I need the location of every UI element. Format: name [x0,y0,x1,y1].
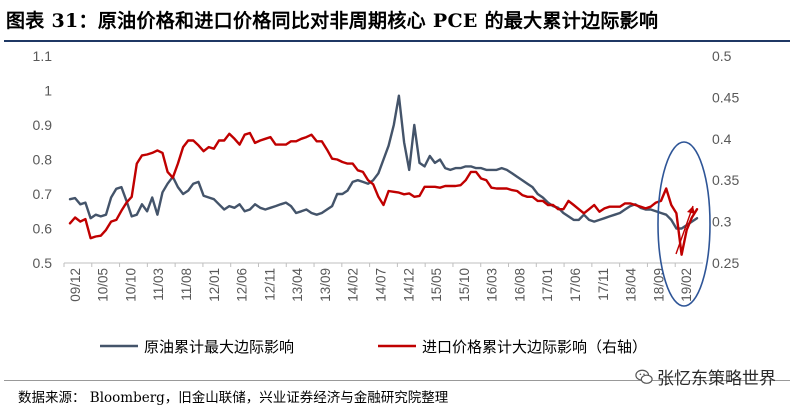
y-right-tick-label: 0.4 [712,131,732,147]
y-right-tick-label: 0.45 [712,89,739,105]
x-tick-label: 18/04 [624,268,639,302]
x-tick-label: 09/12 [68,268,83,302]
chart-canvas: 0.5 0.6 0.7 0.8 0.9 1 1.1 0.25 0.3 0.35 0.4 0.45 0.5… [33,48,740,356]
data-source-note: 数据来源： Bloomberg，旧金山联储，兴业证券经济与金融研究院整理 [18,390,449,406]
x-tick-label: 18/09 [651,268,666,302]
x-tick-label: 12/01 [207,268,222,302]
y-left-tick-label: 0.5 [33,255,53,271]
title-divider [4,40,790,42]
y-right-tick-label: 0.35 [712,172,739,188]
y-left-tick-label: 1.1 [33,48,53,64]
legend-label-import: 进口价格累计大边际影响（右轴） [422,338,647,356]
x-tick-label: 14/02 [346,268,361,302]
y-right-tick-label: 0.25 [712,255,739,271]
x-tick-label: 14/12 [401,268,416,302]
x-tick-label: 13/04 [290,268,305,302]
chart-title: 图表 31：原油价格和进口价格同比对非周期核心 PCE 的最大累计边际影响 [6,10,659,32]
y-right-tick-label: 0.3 [712,214,732,230]
x-tick-label: 10/10 [123,268,138,302]
highlight-ellipse [657,141,711,307]
x-tick-label: 17/06 [568,268,583,302]
x-tick-label: 12/06 [235,268,250,302]
x-tick-label: 11/03 [151,268,166,301]
trend-arrow-head [687,206,695,214]
x-tick-label: 13/09 [318,268,333,302]
x-tick-label: 15/05 [429,268,444,302]
y-left-tick-label: 0.7 [33,186,53,202]
footer-divider [4,380,790,381]
y-right-tick-label: 0.5 [712,48,732,64]
x-tick-label: 16/08 [512,268,527,302]
wechat-icon [635,369,653,384]
x-tick-label: 10/05 [96,268,111,302]
y-left-tick-label: 0.8 [33,152,53,168]
y-left-tick-label: 0.6 [33,221,53,237]
trend-arrow-line [675,205,694,255]
watermark-text: 张忆东策略世界 [657,369,776,389]
x-tick-label: 19/02 [679,268,694,302]
watermark: 张忆东策略世界 [635,364,776,389]
x-tick-label: 16/03 [485,268,500,302]
series-line-crude-oil [68,94,699,230]
x-tick-label: 17/11 [596,268,611,301]
y-left-tick-label: 1 [44,83,52,99]
series-line-import-price [68,131,699,256]
x-tick-label: 17/01 [540,268,555,302]
x-tick-label: 11/08 [179,268,194,301]
legend-label-crude: 原油累计最大边际影响 [144,338,294,356]
x-tick-label: 15/10 [457,268,472,302]
x-tick-label: 14/07 [374,268,389,302]
y-left-tick-label: 0.9 [33,117,53,133]
x-tick-label: 12/11 [262,268,277,301]
